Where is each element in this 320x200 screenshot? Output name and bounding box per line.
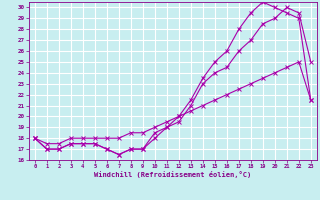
X-axis label: Windchill (Refroidissement éolien,°C): Windchill (Refroidissement éolien,°C) [94, 171, 252, 178]
